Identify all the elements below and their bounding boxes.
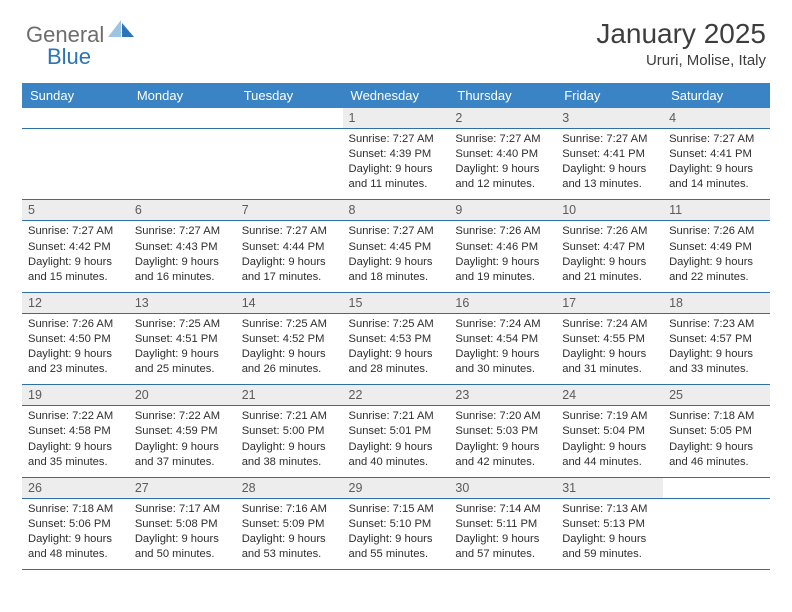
page-header: General January 2025 Ururi, Molise, Ital…	[22, 18, 770, 69]
day-details	[22, 129, 129, 187]
day-details: Sunrise: 7:15 AMSunset: 5:10 PMDaylight:…	[343, 499, 450, 569]
weekday-header: Tuesday	[236, 83, 343, 108]
day-number: 8	[343, 200, 450, 220]
day-number: 5	[22, 200, 129, 220]
day-number: 21	[236, 385, 343, 405]
day-number: 31	[556, 478, 663, 498]
day-details: Sunrise: 7:26 AMSunset: 4:47 PMDaylight:…	[556, 221, 663, 291]
day-details: Sunrise: 7:20 AMSunset: 5:03 PMDaylight:…	[449, 406, 556, 476]
day-details: Sunrise: 7:23 AMSunset: 4:57 PMDaylight:…	[663, 314, 770, 384]
day-number: 11	[663, 200, 770, 220]
day-number: 26	[22, 478, 129, 498]
day-number: 19	[22, 385, 129, 405]
day-details: Sunrise: 7:27 AMSunset: 4:39 PMDaylight:…	[343, 129, 450, 199]
day-details: Sunrise: 7:18 AMSunset: 5:06 PMDaylight:…	[22, 499, 129, 569]
day-number: 9	[449, 200, 556, 220]
day-details: Sunrise: 7:22 AMSunset: 4:58 PMDaylight:…	[22, 406, 129, 476]
day-details	[236, 129, 343, 187]
day-details: Sunrise: 7:19 AMSunset: 5:04 PMDaylight:…	[556, 406, 663, 476]
day-number: 1	[343, 108, 450, 128]
day-details: Sunrise: 7:27 AMSunset: 4:45 PMDaylight:…	[343, 221, 450, 291]
day-details: Sunrise: 7:27 AMSunset: 4:43 PMDaylight:…	[129, 221, 236, 291]
day-details: Sunrise: 7:16 AMSunset: 5:09 PMDaylight:…	[236, 499, 343, 569]
day-number: 15	[343, 293, 450, 313]
day-number: 16	[449, 293, 556, 313]
weekday-header: Friday	[556, 83, 663, 108]
day-number: 7	[236, 200, 343, 220]
day-number: 20	[129, 385, 236, 405]
day-number: 6	[129, 200, 236, 220]
day-details: Sunrise: 7:26 AMSunset: 4:49 PMDaylight:…	[663, 221, 770, 291]
day-details: Sunrise: 7:26 AMSunset: 4:50 PMDaylight:…	[22, 314, 129, 384]
day-number: 25	[663, 385, 770, 405]
day-details: Sunrise: 7:26 AMSunset: 4:46 PMDaylight:…	[449, 221, 556, 291]
day-number: 13	[129, 293, 236, 313]
day-number: 14	[236, 293, 343, 313]
weekday-header: Sunday	[22, 83, 129, 108]
day-number: 23	[449, 385, 556, 405]
weekday-header: Wednesday	[343, 83, 450, 108]
day-number: 3	[556, 108, 663, 128]
day-number: 4	[663, 108, 770, 128]
day-details: Sunrise: 7:27 AMSunset: 4:42 PMDaylight:…	[22, 221, 129, 291]
day-details: Sunrise: 7:13 AMSunset: 5:13 PMDaylight:…	[556, 499, 663, 569]
day-number: 22	[343, 385, 450, 405]
day-details: Sunrise: 7:24 AMSunset: 4:54 PMDaylight:…	[449, 314, 556, 384]
day-number: 30	[449, 478, 556, 498]
day-details: Sunrise: 7:25 AMSunset: 4:52 PMDaylight:…	[236, 314, 343, 384]
calendar-header-row: SundayMondayTuesdayWednesdayThursdayFrid…	[22, 83, 770, 108]
month-title: January 2025	[596, 18, 766, 50]
brand-text-blue: Blue	[47, 44, 91, 69]
day-number: 10	[556, 200, 663, 220]
day-details: Sunrise: 7:21 AMSunset: 5:00 PMDaylight:…	[236, 406, 343, 476]
day-number: 24	[556, 385, 663, 405]
day-details: Sunrise: 7:25 AMSunset: 4:51 PMDaylight:…	[129, 314, 236, 384]
day-details	[129, 129, 236, 187]
weekday-header: Saturday	[663, 83, 770, 108]
day-details: Sunrise: 7:27 AMSunset: 4:40 PMDaylight:…	[449, 129, 556, 199]
day-number: 29	[343, 478, 450, 498]
day-number: 2	[449, 108, 556, 128]
day-number: 27	[129, 478, 236, 498]
day-details: Sunrise: 7:27 AMSunset: 4:44 PMDaylight:…	[236, 221, 343, 291]
day-details	[663, 499, 770, 557]
day-details: Sunrise: 7:18 AMSunset: 5:05 PMDaylight:…	[663, 406, 770, 476]
calendar-table: SundayMondayTuesdayWednesdayThursdayFrid…	[22, 83, 770, 570]
title-block: January 2025 Ururi, Molise, Italy	[596, 18, 766, 69]
day-number	[22, 108, 129, 114]
day-details: Sunrise: 7:17 AMSunset: 5:08 PMDaylight:…	[129, 499, 236, 569]
day-details: Sunrise: 7:25 AMSunset: 4:53 PMDaylight:…	[343, 314, 450, 384]
location-subtitle: Ururi, Molise, Italy	[596, 52, 766, 69]
day-number	[129, 108, 236, 114]
day-details: Sunrise: 7:24 AMSunset: 4:55 PMDaylight:…	[556, 314, 663, 384]
day-number: 17	[556, 293, 663, 313]
day-number	[663, 478, 770, 484]
day-number: 18	[663, 293, 770, 313]
day-number: 28	[236, 478, 343, 498]
day-details: Sunrise: 7:21 AMSunset: 5:01 PMDaylight:…	[343, 406, 450, 476]
day-number: 12	[22, 293, 129, 313]
weekday-header: Thursday	[449, 83, 556, 108]
day-details: Sunrise: 7:27 AMSunset: 4:41 PMDaylight:…	[556, 129, 663, 199]
weekday-header: Monday	[129, 83, 236, 108]
brand-text-blue-wrap: Blue	[47, 44, 91, 70]
day-details: Sunrise: 7:27 AMSunset: 4:41 PMDaylight:…	[663, 129, 770, 199]
day-details: Sunrise: 7:22 AMSunset: 4:59 PMDaylight:…	[129, 406, 236, 476]
day-number	[236, 108, 343, 114]
day-details: Sunrise: 7:14 AMSunset: 5:11 PMDaylight:…	[449, 499, 556, 569]
brand-sail-icon	[108, 20, 134, 45]
